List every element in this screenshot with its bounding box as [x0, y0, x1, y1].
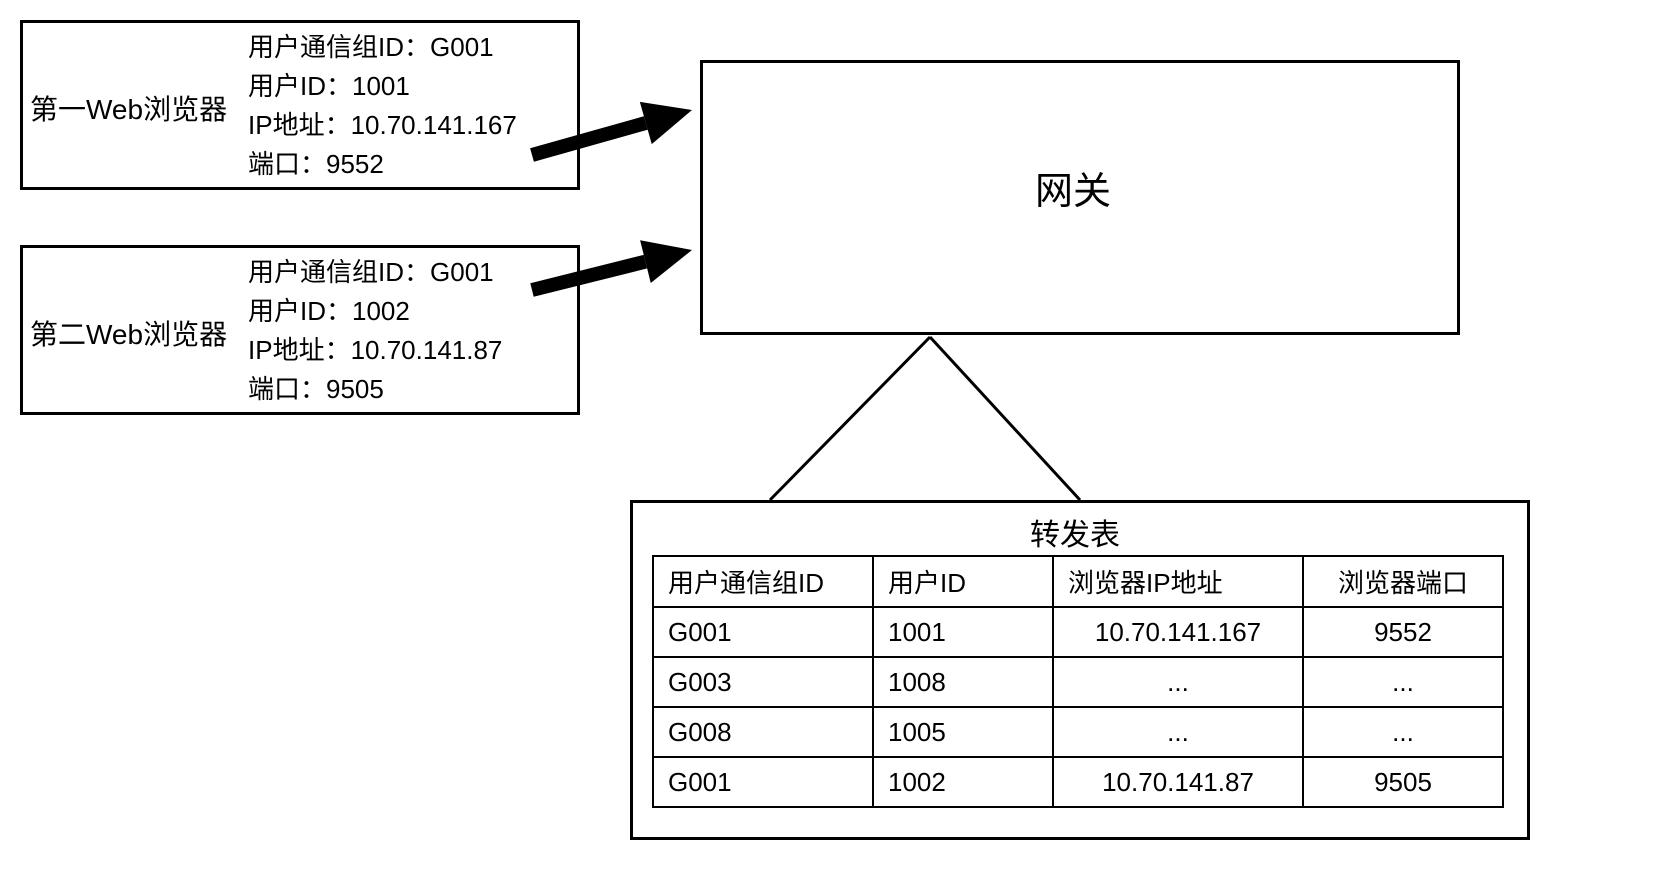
browser2-details: 用户通信组ID：G001 用户ID：1002 IP地址：10.70.141.87… — [248, 253, 502, 409]
browser1-group-id: G001 — [430, 32, 494, 62]
browser2-group-id: G001 — [430, 257, 494, 287]
table-cell: 1008 — [873, 657, 1053, 707]
forward-table-header: 用户通信组ID — [653, 556, 873, 607]
forward-table-header: 浏览器IP地址 — [1053, 556, 1303, 607]
browser1-user-id-label: 用户ID： — [248, 71, 352, 101]
gateway-label: 网关 — [1035, 160, 1111, 215]
table-cell: ... — [1053, 657, 1303, 707]
table-cell: 1005 — [873, 707, 1053, 757]
forward-table-header: 浏览器端口 — [1303, 556, 1503, 607]
table-cell: 10.70.141.167 — [1053, 607, 1303, 657]
browser1-ip-label: IP地址： — [248, 110, 351, 140]
browser2-port-label: 端口： — [248, 374, 326, 404]
browser1-port: 9552 — [326, 149, 384, 179]
browser2-group-id-label: 用户通信组ID： — [248, 257, 430, 287]
browser1-port-label: 端口： — [248, 149, 326, 179]
table-row: G001100210.70.141.879505 — [653, 757, 1503, 807]
browser2-user-id-label: 用户ID： — [248, 296, 352, 326]
table-row: G001100110.70.141.1679552 — [653, 607, 1503, 657]
table-cell: 1001 — [873, 607, 1053, 657]
table-cell: G003 — [653, 657, 873, 707]
browser1-user-id: 1001 — [352, 71, 410, 101]
table-row: G0081005...... — [653, 707, 1503, 757]
table-cell: 10.70.141.87 — [1053, 757, 1303, 807]
table-cell: G001 — [653, 757, 873, 807]
table-cell: G008 — [653, 707, 873, 757]
table-cell: ... — [1303, 657, 1503, 707]
browser2-ip: 10.70.141.87 — [351, 335, 503, 365]
browser1-details: 用户通信组ID：G001 用户ID：1001 IP地址：10.70.141.16… — [248, 28, 517, 184]
browser1-group-id-label: 用户通信组ID： — [248, 32, 430, 62]
table-cell: ... — [1303, 707, 1503, 757]
forward-table-title: 转发表 — [1030, 510, 1120, 554]
table-cell: 9552 — [1303, 607, 1503, 657]
browser2-ip-label: IP地址： — [248, 335, 351, 365]
table-cell: ... — [1053, 707, 1303, 757]
browser1-ip: 10.70.141.167 — [351, 110, 517, 140]
browser2-user-id: 1002 — [352, 296, 410, 326]
table-cell: 9505 — [1303, 757, 1503, 807]
table-cell: G001 — [653, 607, 873, 657]
browser2-label: 第二Web浏览器 — [30, 313, 227, 353]
forward-table-header: 用户ID — [873, 556, 1053, 607]
browser1-label: 第一Web浏览器 — [30, 88, 227, 128]
table-cell: 1002 — [873, 757, 1053, 807]
browser2-port: 9505 — [326, 374, 384, 404]
table-row: G0031008...... — [653, 657, 1503, 707]
forward-table: 用户通信组ID用户ID浏览器IP地址浏览器端口G001100110.70.141… — [652, 555, 1504, 808]
